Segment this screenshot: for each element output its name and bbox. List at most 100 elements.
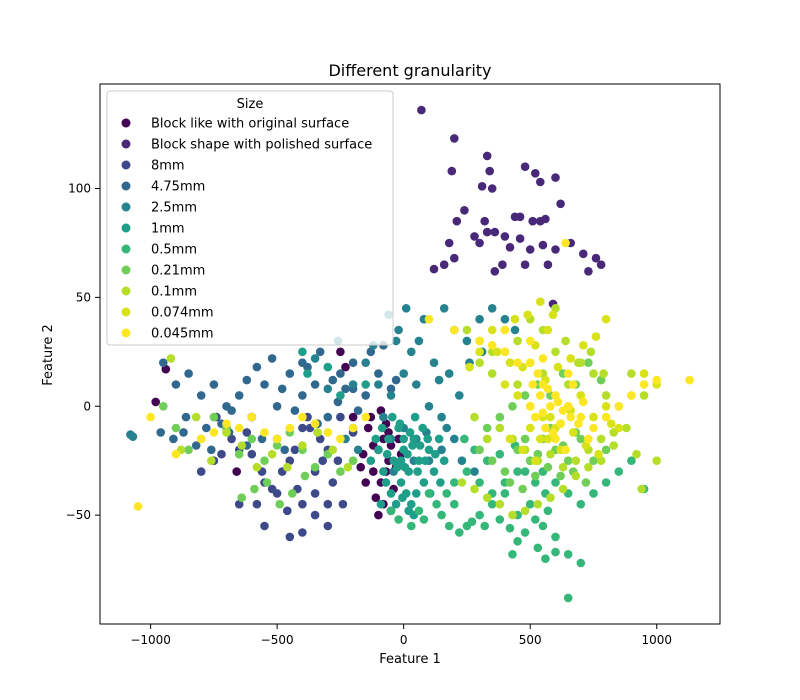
scatter-point: [493, 347, 502, 357]
scatter-point: [510, 314, 520, 324]
scatter-point: [348, 456, 358, 466]
scatter-point: [222, 419, 231, 429]
scatter-point: [403, 449, 412, 459]
scatter-point: [470, 412, 479, 422]
scatter-point: [452, 216, 462, 226]
x-tick-label: 500: [519, 633, 542, 647]
scatter-point: [386, 489, 396, 498]
scatter-point: [543, 462, 553, 472]
scatter-point: [184, 445, 193, 455]
scatter-point: [551, 391, 560, 400]
scatter-point: [652, 456, 661, 466]
y-tick-label: 50: [76, 290, 91, 304]
scatter-point: [436, 478, 445, 487]
scatter-point: [531, 412, 540, 422]
scatter-point: [257, 434, 267, 444]
scatter-point: [399, 434, 409, 444]
scatter-point: [475, 238, 484, 248]
scatter-point: [495, 423, 505, 433]
scatter-point: [400, 462, 410, 472]
scatter-point: [538, 354, 548, 363]
legend: Size Block like with original surfaceBlo…: [106, 90, 394, 346]
scatter-point: [652, 375, 661, 385]
scatter-point: [285, 423, 295, 433]
x-axis-ticks: −1000 −500 0 500 1000: [130, 624, 672, 647]
scatter-point: [374, 380, 383, 389]
scatter-point: [171, 449, 181, 459]
scatter-point: [601, 445, 611, 455]
scatter-point: [627, 369, 636, 378]
scatter-point: [531, 478, 540, 487]
scatter-point: [323, 499, 333, 509]
scatter-point: [288, 489, 297, 498]
scatter-point: [508, 402, 517, 411]
scatter-point: [589, 456, 598, 466]
x-tick-label: −1000: [130, 633, 171, 647]
scatter-point: [551, 173, 560, 182]
scatter-point: [386, 506, 396, 516]
scatter-point: [386, 384, 396, 394]
scatter-point: [475, 347, 484, 357]
legend-marker: [121, 265, 131, 275]
scatter-point: [407, 347, 416, 357]
scatter-point: [568, 428, 578, 437]
scatter-point: [576, 558, 586, 568]
scatter-point: [128, 432, 138, 442]
scatter-point: [513, 336, 522, 346]
scatter-point: [260, 521, 269, 531]
scatter-point: [599, 369, 608, 378]
scatter-point: [460, 206, 469, 215]
scatter-point: [191, 441, 201, 450]
scatter-point: [571, 471, 581, 481]
scatter-point: [487, 341, 497, 350]
scatter-point: [298, 347, 307, 357]
scatter-point: [227, 406, 236, 415]
scatter-point: [556, 199, 565, 209]
scatter-point: [475, 478, 484, 487]
scatter-point: [348, 423, 358, 433]
scatter-point: [371, 493, 381, 503]
scatter-point: [232, 467, 241, 476]
scatter-point: [252, 362, 262, 372]
scatter-point: [431, 449, 440, 459]
scatter-point: [500, 314, 510, 324]
scatter-point: [490, 227, 500, 237]
scatter-point: [482, 423, 492, 433]
scatter-point: [310, 489, 320, 498]
scatter-point: [513, 391, 522, 400]
scatter-point: [596, 434, 606, 444]
scatter-point: [551, 478, 560, 487]
scatter-point: [462, 467, 472, 476]
scatter-point: [323, 362, 333, 372]
scatter-point: [414, 336, 424, 346]
legend-label: 0.5mm: [151, 243, 197, 258]
scatter-point: [361, 358, 371, 368]
legend-marker: [121, 160, 131, 170]
scatter-point: [490, 267, 500, 276]
scatter-point: [639, 369, 649, 378]
scatter-point: [500, 467, 510, 476]
scatter-point: [482, 227, 492, 237]
scatter-point: [487, 325, 497, 335]
scatter-point: [444, 238, 454, 248]
scatter-point: [614, 423, 624, 433]
scatter-point: [310, 419, 320, 429]
scatter-point: [533, 543, 543, 553]
scatter-point: [475, 336, 484, 346]
scatter-point: [520, 506, 530, 516]
scatter-point: [196, 467, 206, 476]
scatter-point: [444, 521, 454, 531]
scatter-point: [543, 260, 553, 270]
scatter-point: [283, 462, 292, 472]
scatter-point: [290, 445, 300, 455]
scatter-point: [495, 412, 505, 422]
scatter-point: [341, 362, 350, 372]
scatter-point: [247, 412, 257, 422]
scatter-point: [285, 456, 295, 466]
scatter-point: [561, 445, 570, 455]
scatter-points: [126, 105, 694, 603]
legend-label: 8mm: [151, 159, 185, 174]
scatter-point: [546, 412, 555, 422]
scatter-point: [556, 471, 565, 481]
scatter-point: [242, 375, 252, 385]
